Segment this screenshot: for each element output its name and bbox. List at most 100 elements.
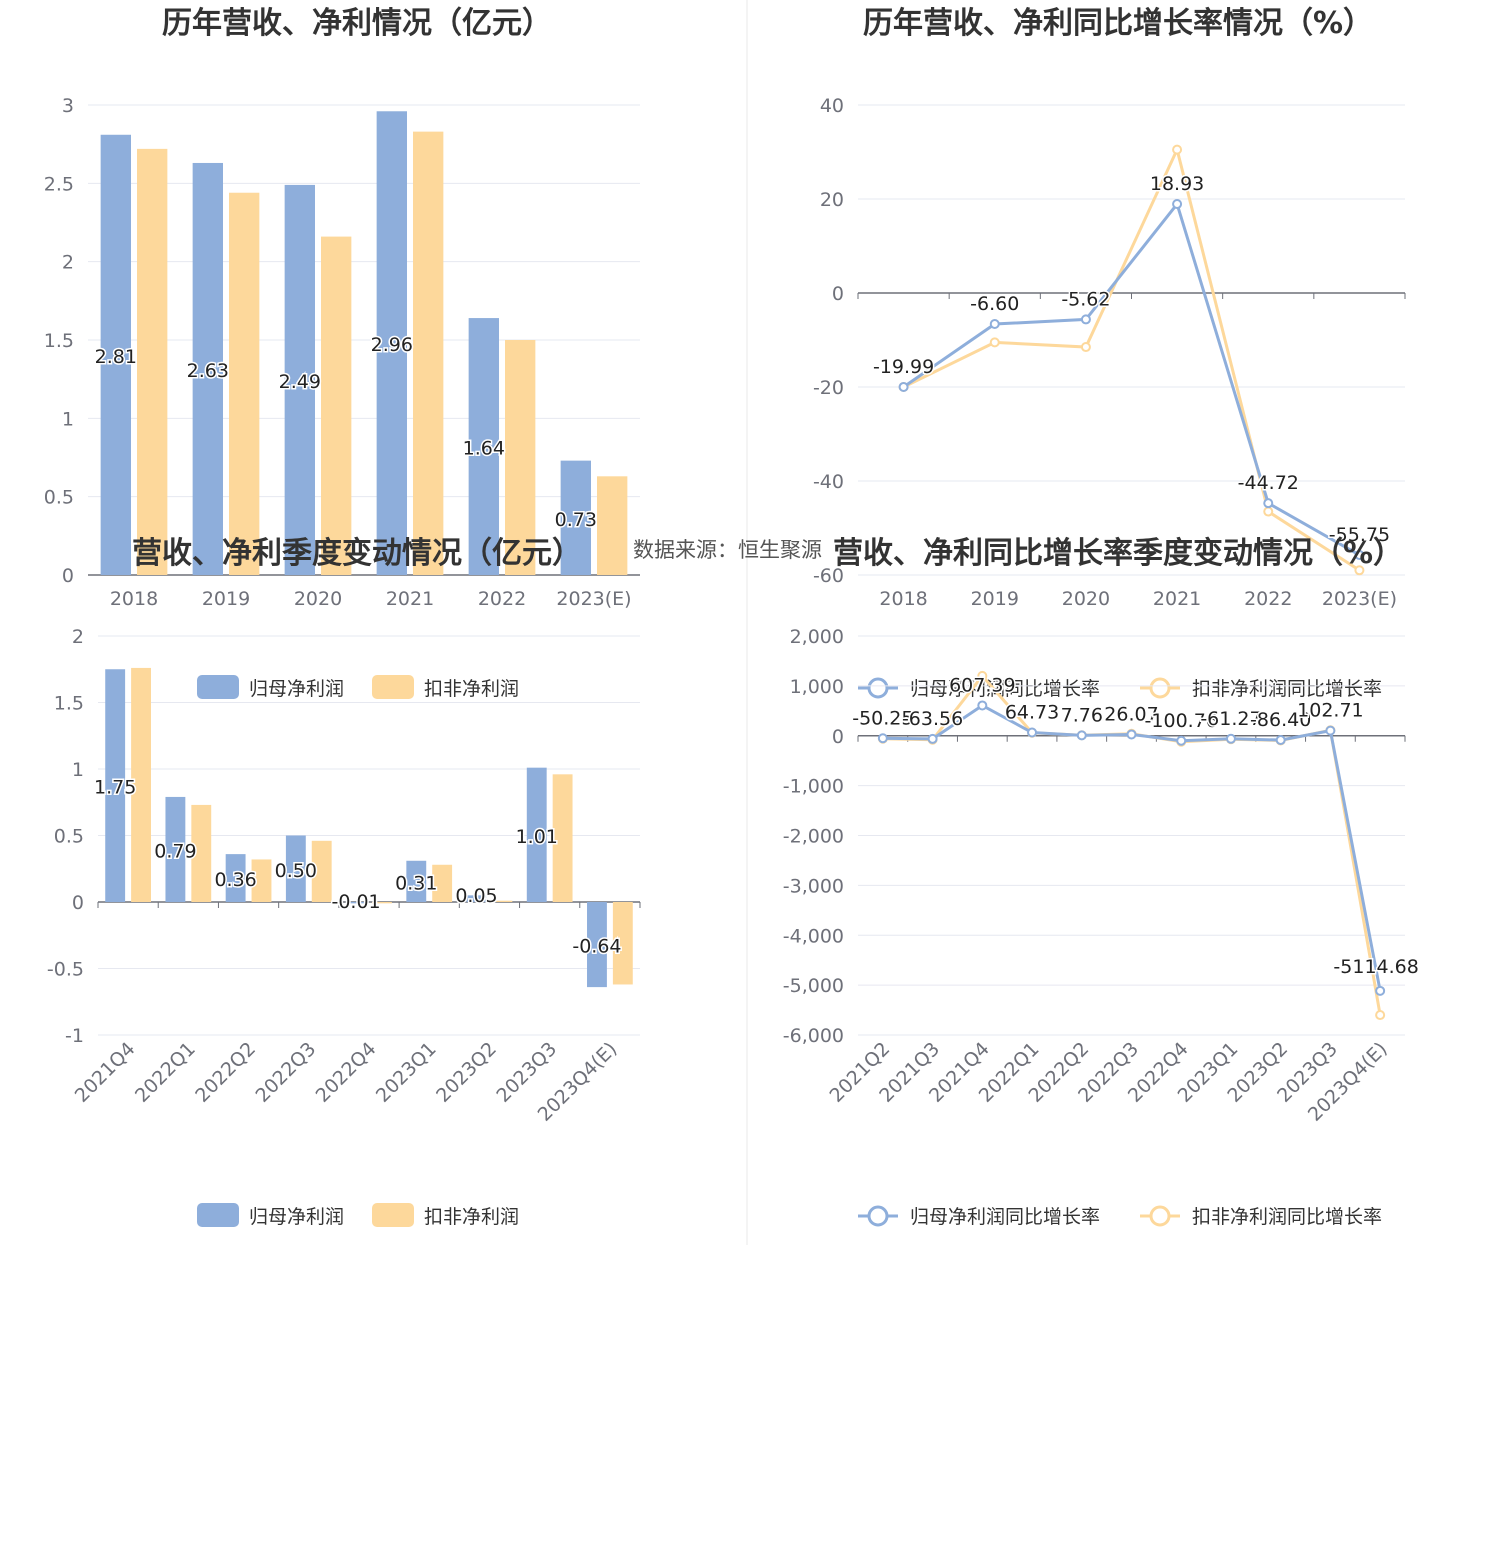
- legend-swatch-marker: [867, 677, 889, 699]
- data-label: -6.60: [970, 293, 1019, 315]
- chart-quarterly-growth: 营收、净利同比增长率季度变动情况（%） -6,000 -5,000 -4,000 -3,…: [783, 536, 1421, 1228]
- y-tick-label: -1: [65, 1025, 84, 1047]
- x-tick-label-2020: 2020: [1062, 588, 1110, 610]
- bar-parent-net-profit-2019: [192, 162, 223, 575]
- x-tick-label-2019: 2019: [202, 588, 250, 610]
- point-parent-growth-2023q1: [1225, 733, 1236, 744]
- y-tick-label: 0: [62, 565, 74, 587]
- data-label: 1.01: [516, 826, 558, 848]
- x-tick-label-2022q3: 2022Q3: [251, 1038, 320, 1107]
- data-label: 607.39: [949, 674, 1015, 696]
- legend-label: 扣非净利润同比增长率: [1192, 678, 1382, 700]
- point-parent-growth-2022q1: [1027, 727, 1038, 738]
- data-label: 2.49: [279, 371, 321, 393]
- legend-label: 归母净利润: [249, 678, 344, 700]
- bar-deducted-net-profit-2022q3: [311, 840, 332, 902]
- data-label: -19.99: [873, 356, 934, 378]
- data-label: 18.93: [1150, 173, 1204, 195]
- bar-parent-net-profit-2023q3: [526, 767, 547, 902]
- bar-deducted-net-profit-2023q3: [552, 774, 573, 902]
- x-tick-label-2021: 2021: [386, 588, 434, 610]
- bar-deducted-net-profit-2023q4e: [612, 902, 633, 985]
- bar-parent-net-profit-2023q2: [466, 895, 487, 902]
- bar-deducted-net-profit-2023e: [597, 476, 628, 575]
- data-label: 2.81: [95, 346, 137, 368]
- data-label: 26.07: [1104, 703, 1158, 725]
- bar-parent-net-profit-2021q4: [105, 669, 126, 902]
- point-parent-growth-2018: [898, 381, 909, 392]
- legend-label: 扣非净利润同比增长率: [1192, 1206, 1382, 1228]
- point-deducted-growth-2021: [1172, 144, 1183, 155]
- point-parent-growth-2021: [1172, 199, 1183, 210]
- point-parent-growth-2019: [989, 319, 1000, 330]
- bar-parent-net-profit-2022q4: [346, 902, 366, 904]
- bar-parent-net-profit-2022q3: [285, 835, 306, 902]
- point-parent-growth-2023q3: [1325, 725, 1336, 736]
- data-label: -100.76: [1145, 710, 1218, 732]
- y-tick-label: 1.5: [44, 330, 74, 352]
- bar-parent-net-profit-2023e: [560, 460, 591, 575]
- point-parent-growth-2023q2: [1275, 735, 1286, 746]
- y-tick-label: -20: [813, 377, 844, 399]
- bar-parent-net-profit-2022q1: [165, 796, 186, 902]
- y-tick-label: -1,000: [783, 776, 844, 798]
- point-parent-growth-2023q4e: [1375, 985, 1386, 996]
- x-tick-label-2023q1: 2023Q1: [372, 1038, 441, 1107]
- x-tick-label-2023e: 2023(E): [1322, 588, 1397, 610]
- bar-parent-net-profit-2022: [468, 318, 499, 575]
- data-label: -61.27: [1200, 708, 1261, 730]
- data-label: -86.40: [1250, 709, 1311, 731]
- y-tick-label: 1: [62, 408, 74, 430]
- x-tick-label-2019: 2019: [971, 588, 1019, 610]
- legend-swatch: [372, 1203, 414, 1227]
- y-tick-label: -4,000: [783, 925, 844, 947]
- data-label: -5.62: [1061, 288, 1110, 310]
- y-tick-label: -2,000: [783, 826, 844, 848]
- bar-deducted-net-profit-2022: [505, 340, 536, 575]
- legend-swatch: [372, 675, 414, 699]
- x-tick-label-2018: 2018: [110, 588, 158, 610]
- x-tick-label-2023q2: 2023Q2: [432, 1038, 501, 1107]
- chart-annual-growth: 历年营收、净利同比增长率情况（%） -60 -40 -20 0 20 40 2018 2019 2…: [813, 6, 1406, 700]
- data-label: 0.36: [214, 869, 256, 891]
- x-tick-label-2018: 2018: [879, 588, 927, 610]
- bar-deducted-net-profit-2023q2: [492, 900, 513, 902]
- bar-deducted-net-profit-2020: [321, 236, 352, 575]
- data-label: 2.63: [187, 360, 229, 382]
- y-tick-label: 1.5: [54, 693, 84, 715]
- data-label: 102.71: [1297, 700, 1363, 722]
- y-tick-label: 2.5: [44, 173, 74, 195]
- y-tick-label: -6,000: [783, 1025, 844, 1047]
- bar-parent-net-profit-2020: [284, 184, 315, 575]
- x-tick-label-2023e: 2023(E): [556, 588, 631, 610]
- bar-deducted-net-profit-2018: [137, 148, 168, 575]
- point-deducted-growth-2021q4: [977, 670, 988, 681]
- x-tick-label-2021q4: 2021Q4: [71, 1038, 140, 1107]
- data-label: 0.73: [555, 509, 597, 531]
- point-parent-growth-2021q4: [977, 700, 988, 711]
- data-label: -63.56: [902, 708, 963, 730]
- y-tick-label: 2,000: [790, 626, 844, 648]
- series-line-deducted-growth: [902, 145, 1361, 572]
- chart-quarterly-profit: 营收、净利季度变动情况（亿元）-1-0.500.511.522021Q42022…: [47, 536, 641, 1228]
- overlay-layer: 数据来源：恒生聚源: [633, 538, 822, 562]
- y-tick-label: 0: [832, 283, 844, 305]
- data-label: -44.72: [1238, 472, 1299, 494]
- bar-deducted-net-profit-2023q1: [432, 864, 453, 902]
- point-parent-growth-2022q3: [1126, 729, 1137, 740]
- x-tick-label-2022: 2022: [1244, 588, 1292, 610]
- data-label: 0.31: [395, 872, 437, 894]
- bar-deducted-net-profit-2022q1: [191, 804, 212, 902]
- bar-deducted-net-profit-2021q4: [131, 667, 151, 902]
- legend-swatch-marker: [867, 1205, 889, 1227]
- chart-title: 历年营收、净利情况（亿元）: [162, 6, 552, 41]
- chart-title: 历年营收、净利同比增长率情况（%）: [863, 6, 1373, 41]
- chart-title: 营收、净利同比增长率季度变动情况（%）: [833, 536, 1403, 571]
- data-label: -55.75: [1329, 524, 1390, 546]
- y-tick-label: 0: [72, 892, 84, 914]
- data-label: 1.64: [463, 438, 505, 460]
- chart-title: 营收、净利季度变动情况（亿元）: [132, 536, 582, 571]
- legend-label: 归母净利润同比增长率: [910, 678, 1100, 700]
- bar-deducted-net-profit-2019: [229, 192, 260, 575]
